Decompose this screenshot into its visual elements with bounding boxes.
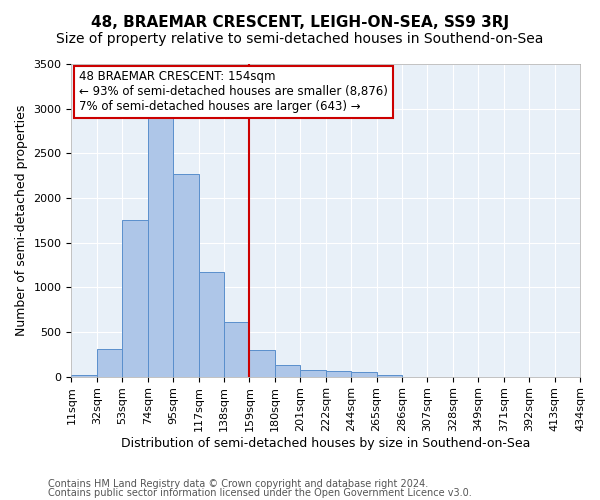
Bar [122,220,148,376]
Bar [326,371,351,376]
Bar [275,365,300,376]
X-axis label: Distribution of semi-detached houses by size in Southend-on-Sea: Distribution of semi-detached houses by … [121,437,530,450]
Bar [173,174,199,376]
Text: Size of property relative to semi-detached houses in Southend-on-Sea: Size of property relative to semi-detach… [56,32,544,46]
Y-axis label: Number of semi-detached properties: Number of semi-detached properties [15,104,28,336]
Text: Contains public sector information licensed under the Open Government Licence v3: Contains public sector information licen… [48,488,472,498]
Bar [250,350,275,376]
Bar [377,375,402,376]
Text: 48 BRAEMAR CRESCENT: 154sqm
← 93% of semi-detached houses are smaller (8,876)
7%: 48 BRAEMAR CRESCENT: 154sqm ← 93% of sem… [79,70,388,114]
Text: 48, BRAEMAR CRESCENT, LEIGH-ON-SEA, SS9 3RJ: 48, BRAEMAR CRESCENT, LEIGH-ON-SEA, SS9 … [91,15,509,30]
Bar [71,375,97,376]
Bar [199,272,224,376]
Bar [351,372,377,376]
Bar [148,116,173,376]
Bar [300,370,326,376]
Text: Contains HM Land Registry data © Crown copyright and database right 2024.: Contains HM Land Registry data © Crown c… [48,479,428,489]
Bar [224,322,250,376]
Bar [97,349,122,376]
